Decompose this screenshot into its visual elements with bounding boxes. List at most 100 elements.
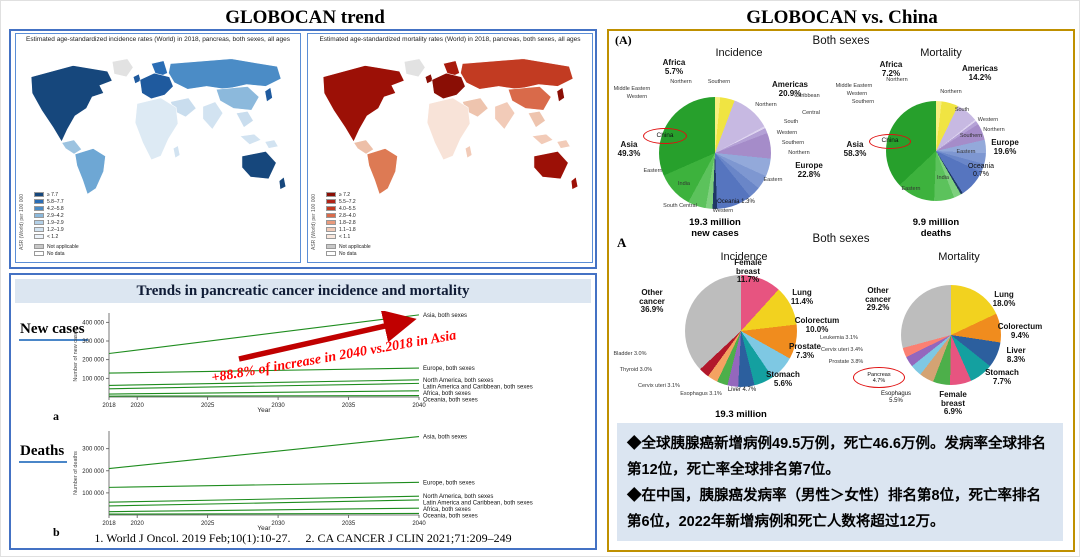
pie4-label-lung: Lung 18.0% <box>992 290 1016 308</box>
incidence-map-panel: Estimated age-standardized incidence rat… <box>15 33 301 263</box>
svg-text:200 000: 200 000 <box>82 469 104 475</box>
pie1-label-india: India <box>678 181 690 187</box>
deaths-line-chart: 100 000 200 000 300 000 2018 2020 2025 2030 203… <box>73 431 533 531</box>
mortality-map-title: Estimated age-standardized mortality rat… <box>319 36 581 43</box>
pie4-label-liver: Liver 8.3% <box>1006 346 1026 364</box>
pie4-label-stomach: Stomach 7.7% <box>985 368 1019 386</box>
pie2-label: Eastern <box>901 186 921 192</box>
pie1-label: Eastern <box>763 177 783 183</box>
svg-text:2025: 2025 <box>201 521 215 527</box>
panel-marker-A2: A <box>617 235 627 250</box>
note-line-1: ◆全球胰腺癌新增病例49.5万例，死亡46.6万例。发病率全球排名第12位，死亡… <box>627 436 1046 478</box>
pie1-total: 19.3 million new cases <box>689 217 741 239</box>
pie-incidence-regions <box>659 97 771 209</box>
pie1-label: South <box>783 119 799 125</box>
pie3-label-stomach: Stomach 5.6% <box>766 370 800 388</box>
asr-axis-caption: ASR (World) per 100 000 <box>19 193 25 251</box>
svg-text:2035: 2035 <box>342 403 356 409</box>
incidence-map-legend: ≥ 7.7 5.8–7.7 4.2–5.8 2.9–4.2 1.9–2.9 1.2–1.9… <box>34 191 79 257</box>
pie1-label: South Central <box>663 203 697 209</box>
panel-letter-a: a <box>53 409 59 423</box>
pie-incidence-cancer-types <box>685 275 797 387</box>
pie1-label: Western <box>776 130 798 136</box>
svg-text:300 000: 300 000 <box>82 447 104 453</box>
pie1-label-americas: Americas 20.9% <box>771 80 809 98</box>
svg-text:Oceania, both sexes: Oceania, both sexes <box>423 514 478 520</box>
pie-mortality-regions <box>886 101 986 201</box>
pie1-label: Southern <box>781 140 805 146</box>
svg-text:North America, both sexes: North America, both sexes <box>423 494 493 500</box>
svg-text:2030: 2030 <box>271 403 285 409</box>
pie2-label: Eastern <box>956 149 976 155</box>
pie3-label-other: Other cancer 36.9% <box>639 288 665 314</box>
svg-text:Africa, both sexes: Africa, both sexes <box>423 391 471 397</box>
incidence-map-title: Estimated age-standardized incidence rat… <box>26 36 290 43</box>
svg-text:Latin America and Caribbean, b: Latin America and Caribbean, both sexes <box>423 501 533 507</box>
citations: 1. World J Oncol. 2019 Feb;10(1):10-27. … <box>94 531 512 545</box>
world-maps-box: Estimated age-standardized incidence rat… <box>9 29 597 269</box>
china-highlight-ellipse: China <box>643 128 687 144</box>
pie2-total: 9.9 million deaths <box>912 217 960 239</box>
svg-text:2030: 2030 <box>271 521 285 527</box>
svg-text:2018: 2018 <box>102 521 116 527</box>
china-notes-box: ◆全球胰腺癌新增病例49.5万例，死亡46.6万例。发病率全球排名第12位，死亡… <box>617 423 1063 541</box>
new-cases-label: New cases <box>19 321 88 341</box>
pie1-label: Western <box>626 94 648 100</box>
svg-text:400 000: 400 000 <box>82 320 104 326</box>
pie1-label: Central <box>802 110 820 116</box>
pie1-label: Caribbean <box>794 93 820 99</box>
pie2-label: Northern <box>886 77 908 83</box>
trends-header: Trends in pancreatic cancer incidence an… <box>15 279 591 303</box>
pie2-label: Western <box>846 91 868 97</box>
pie1-label-africa: Africa 5.7% <box>662 58 686 76</box>
svg-text:2025: 2025 <box>201 403 215 409</box>
svg-text:Latin America and Caribbean, b: Latin America and Caribbean, both sexes <box>423 384 533 390</box>
pie1-title: Incidence <box>715 47 763 59</box>
pie1-label-oceania: Oceania 1.3% <box>717 199 755 205</box>
pie4-label-other: Other cancer 29.2% <box>865 286 891 312</box>
svg-text:Africa, both sexes: Africa, both sexes <box>423 507 471 513</box>
pies-box: (A) Both sexes Incidence Mortality Afric… <box>607 29 1075 552</box>
svg-text:Oceania, both sexes: Oceania, both sexes <box>423 397 478 403</box>
pie2-label: Northern <box>940 89 962 95</box>
pie2-label: Northern <box>983 127 1005 133</box>
pie2-label: Western <box>977 117 999 123</box>
panel-marker-A: (A) <box>615 33 632 47</box>
deaths-label: Deaths <box>19 443 68 463</box>
panel-letter-b: b <box>53 525 60 539</box>
svg-text:Number of deaths: Number of deaths <box>73 451 79 495</box>
mortality-map-panel: Estimated age-standardized mortality rat… <box>307 33 593 263</box>
svg-text:200 000: 200 000 <box>82 358 104 364</box>
row2-header: Both sexes <box>812 233 870 245</box>
svg-text:100 000: 100 000 <box>82 491 104 497</box>
pie2-label-europe: Europe 19.6% <box>991 138 1019 156</box>
pie1-label: Northern <box>670 79 692 85</box>
svg-text:100 000: 100 000 <box>82 376 104 382</box>
pie2-label-india: India <box>937 175 949 181</box>
pie1-label: Eastern <box>643 168 663 174</box>
pie1-label: Southern <box>707 79 731 85</box>
svg-text:Year: Year <box>257 525 271 531</box>
china-highlight-ellipse: China <box>869 134 911 149</box>
mortality-map-legend: ≥ 7.2 5.5–7.2 4.0–5.5 2.8–4.0 1.8–2.8 1.1–1.8… <box>326 191 371 257</box>
pie3-label-cervix: Cervix uteri 3.1% <box>638 383 680 389</box>
right-panel-title: GLOBOCAN vs. China <box>746 7 938 28</box>
new-cases-chart: 100 000 200 000 300 000 400 000 2018 2020 2025… <box>69 307 593 413</box>
svg-text:2040: 2040 <box>412 521 426 527</box>
pie-mortality-cancer-types <box>901 285 1001 385</box>
pie2-label: Southern <box>851 99 875 105</box>
pie2-title: Mortality <box>920 47 962 59</box>
pie3-title: Incidence <box>720 251 768 263</box>
svg-text:Year: Year <box>257 407 271 413</box>
pie3-label-breast: Female breast 11.7% <box>734 258 762 284</box>
pie2-label: Southern <box>959 133 983 139</box>
pie2-label: South <box>954 107 970 113</box>
row1-header: Both sexes <box>812 35 870 47</box>
deaths-chart: 100 000 200 000 300 000 2018 2020 2025 2030 203… <box>69 425 593 531</box>
svg-text:Number of new cases: Number of new cases <box>73 328 79 381</box>
pie4-label-leukemia: Leukemia 3.1% <box>820 335 858 341</box>
pie3-label-thyroid: Thyroid 3.0% <box>619 367 653 373</box>
pie2-label-asia: Asia 58.3% <box>843 140 867 158</box>
pie3-label-colorectum: Colorectum 10.0% <box>794 316 840 334</box>
